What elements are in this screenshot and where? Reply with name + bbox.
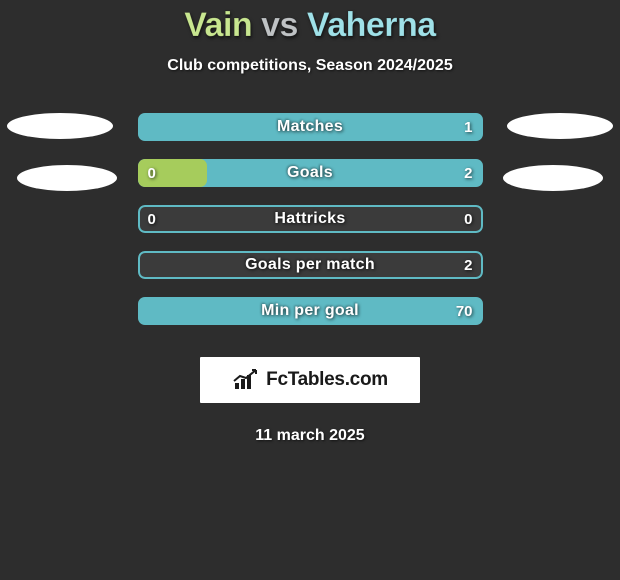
stat-bar: Goals per match2 bbox=[138, 251, 483, 279]
bar-right-value: 70 bbox=[456, 303, 473, 320]
bar-right-value: 2 bbox=[464, 165, 472, 182]
bar-left-value: 0 bbox=[148, 165, 156, 182]
bar-left-value: 0 bbox=[148, 211, 156, 228]
stat-bar: Min per goal70 bbox=[138, 297, 483, 325]
player2-photo-top bbox=[507, 113, 613, 139]
bar-label: Hattricks bbox=[138, 210, 483, 228]
logo-box: FcTables.com bbox=[200, 357, 420, 403]
bar-label: Matches bbox=[138, 118, 483, 136]
logo-text: FcTables.com bbox=[266, 369, 388, 391]
subtitle: Club competitions, Season 2024/2025 bbox=[167, 57, 452, 75]
logo-chart-icon bbox=[232, 369, 260, 391]
bar-label: Goals bbox=[138, 164, 483, 182]
stat-bar: Hattricks0 0 bbox=[138, 205, 483, 233]
bar-right-value: 1 bbox=[464, 119, 472, 136]
comparison-infographic: Vain vs Vaherna Club competitions, Seaso… bbox=[0, 0, 620, 580]
bar-right-value: 0 bbox=[464, 211, 472, 228]
player1-photo-bottom bbox=[17, 165, 117, 191]
stats-block: Matches1Goals02Hattricks00Goals per matc… bbox=[0, 113, 620, 325]
stat-bar: Matches1 bbox=[138, 113, 483, 141]
page-title: Vain vs Vaherna bbox=[184, 6, 435, 45]
bar-label: Goals per match bbox=[138, 256, 483, 274]
stat-bar: Goals0 2 bbox=[138, 159, 483, 187]
vs-separator: vs bbox=[261, 6, 298, 44]
date-line: 11 march 2025 bbox=[255, 427, 364, 445]
player1-photo-top bbox=[7, 113, 113, 139]
player2-photo-bottom bbox=[503, 165, 603, 191]
player1-name: Vain bbox=[184, 6, 252, 44]
bar-label: Min per goal bbox=[138, 302, 483, 320]
player2-name: Vaherna bbox=[307, 6, 436, 44]
stat-bars: Matches1Goals02Hattricks00Goals per matc… bbox=[138, 113, 483, 325]
bar-right-value: 2 bbox=[464, 257, 472, 274]
